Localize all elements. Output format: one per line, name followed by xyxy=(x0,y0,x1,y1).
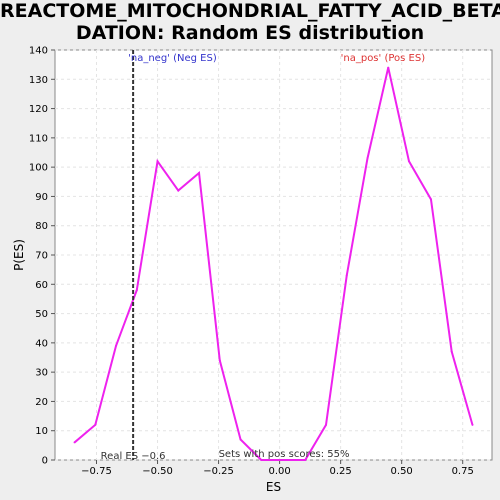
data-point xyxy=(387,66,390,69)
y-tick-label: 110 xyxy=(29,133,48,144)
axes: 0 10 20 30 40 50 60 70 80 90 100 110 120 130 140 −0.75 −… xyxy=(29,46,474,478)
data-point xyxy=(429,198,432,201)
x-tick-label: −0.75 xyxy=(81,466,112,477)
y-axis-title: P(ES) xyxy=(12,239,26,271)
data-point xyxy=(471,423,474,426)
y-tick-label: 0 xyxy=(42,456,48,467)
data-point xyxy=(115,344,118,347)
x-tick-label: 0.75 xyxy=(452,466,474,477)
series-line xyxy=(73,67,474,461)
pos-scores-label: Sets with pos scores: 55% xyxy=(219,449,350,460)
y-tick-label: 130 xyxy=(29,75,48,86)
data-point xyxy=(366,157,369,160)
y-tick-label: 100 xyxy=(29,163,48,174)
y-tick-label: 10 xyxy=(35,426,48,437)
y-tick-label: 60 xyxy=(35,280,48,291)
data-point xyxy=(135,289,138,292)
series-group xyxy=(73,50,474,461)
x-tick-label: 0.00 xyxy=(268,466,290,477)
chart-title-line-1: REACTOME_MITOCHONDRIAL_FATTY_ACID_BETA_O… xyxy=(0,0,500,22)
x-axis-title: ES xyxy=(266,480,281,494)
data-point xyxy=(73,441,76,444)
x-tick-label: −0.25 xyxy=(203,466,234,477)
data-point xyxy=(407,160,410,163)
neg-es-label: 'na_neg' (Neg ES) xyxy=(128,53,217,64)
y-tick-label: 30 xyxy=(35,368,48,379)
pos-es-label: 'na_pos' (Pos ES) xyxy=(341,53,426,64)
data-point xyxy=(345,274,348,277)
real-es-label: Real ES −0.6 xyxy=(101,451,166,462)
annotations: 'na_neg' (Neg ES) 'na_pos' (Pos ES) Real… xyxy=(101,53,426,462)
y-tick-label: 140 xyxy=(29,46,48,57)
x-tick-label: −0.50 xyxy=(142,466,173,477)
y-tick-label: 40 xyxy=(35,338,48,349)
data-point xyxy=(304,459,307,461)
x-tick-label: 0.50 xyxy=(391,466,413,477)
data-point xyxy=(324,423,327,426)
y-tick-label: 20 xyxy=(35,397,48,408)
y-tick-label: 50 xyxy=(35,309,48,320)
data-point xyxy=(177,189,180,192)
data-point xyxy=(198,172,201,174)
y-tick-label: 90 xyxy=(35,192,48,203)
data-point xyxy=(239,438,242,441)
x-tick-label: 0.25 xyxy=(330,466,352,477)
data-point xyxy=(450,350,453,353)
data-point xyxy=(94,423,97,426)
chart-title-line-2: DATION: Random ES distribution xyxy=(75,22,425,44)
y-tick-label: 120 xyxy=(29,104,48,115)
data-point xyxy=(281,459,284,461)
y-tick-label: 80 xyxy=(35,221,48,232)
chart-title: REACTOME_MITOCHONDRIAL_FATTY_ACID_BETA_O… xyxy=(0,0,500,44)
data-point xyxy=(156,160,159,163)
data-point xyxy=(260,459,263,461)
y-tick-label: 70 xyxy=(35,251,48,262)
data-point xyxy=(218,359,221,362)
